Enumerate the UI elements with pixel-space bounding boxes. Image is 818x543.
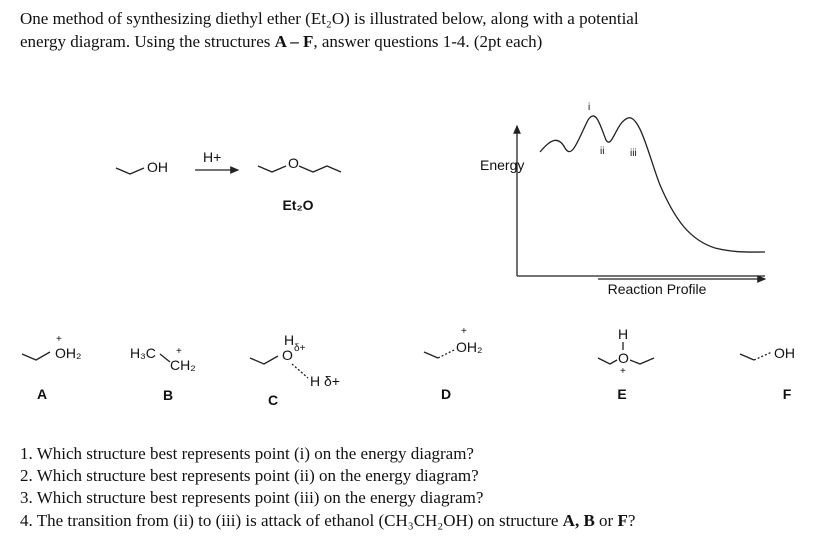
question-text: ? bbox=[628, 511, 636, 530]
charge: + bbox=[176, 346, 182, 357]
point-label: i bbox=[588, 102, 590, 113]
bond bbox=[437, 349, 455, 359]
atom-label: OH₂ bbox=[456, 339, 482, 355]
structure-letter: C bbox=[268, 392, 278, 408]
structure-letter: A bbox=[37, 386, 47, 402]
bond bbox=[291, 363, 309, 379]
intro-line: energy diagram. Using the structures A –… bbox=[20, 32, 542, 51]
atom-label: H δ+ bbox=[310, 373, 340, 389]
intro-text: energy diagram. Using the structures bbox=[20, 32, 275, 51]
atom-label: H bbox=[618, 326, 628, 342]
structure-letter: D bbox=[441, 386, 451, 402]
question: 1. Which structure best represents point… bbox=[20, 444, 474, 463]
atom-label: OH bbox=[147, 159, 168, 175]
question-text: 4. The transition from (ii) to (iii) is … bbox=[20, 511, 563, 530]
energy-curve bbox=[539, 115, 766, 253]
structure-letter: E bbox=[617, 386, 626, 402]
atom-label: H bbox=[284, 332, 294, 348]
question: 3. Which structure best represents point… bbox=[20, 488, 483, 507]
intro-bold: A – F bbox=[275, 32, 314, 51]
structure-letter: B bbox=[163, 387, 173, 403]
atom-label: O bbox=[618, 350, 629, 366]
bond bbox=[159, 353, 171, 363]
bond bbox=[629, 357, 655, 365]
bond bbox=[115, 167, 145, 175]
atom-label: H₃C bbox=[130, 345, 156, 361]
atom-label: OH₂ bbox=[55, 345, 81, 361]
axis-label: Reaction Profile bbox=[608, 281, 707, 297]
bond bbox=[753, 351, 773, 361]
bond bbox=[597, 357, 618, 365]
bond bbox=[257, 165, 287, 173]
atom-label: CH₂ bbox=[170, 357, 196, 373]
bond bbox=[21, 351, 51, 361]
atom-label: O bbox=[288, 155, 299, 171]
bond bbox=[298, 165, 342, 173]
energy-diagram: Energy Reaction Profile i ii iii bbox=[480, 102, 767, 297]
reaction: OH H+ O Et₂O bbox=[115, 149, 342, 213]
charge: + bbox=[620, 366, 626, 377]
bond bbox=[249, 355, 279, 365]
reagent: H+ bbox=[203, 149, 221, 165]
axis-label: Energy bbox=[480, 157, 524, 173]
charge: δ+ bbox=[294, 343, 306, 354]
charge: + bbox=[461, 326, 467, 337]
question: 2. Which structure best represents point… bbox=[20, 466, 479, 485]
question-bold: F bbox=[617, 511, 627, 530]
bond bbox=[739, 353, 755, 361]
atom-label: O bbox=[282, 347, 293, 363]
question-bold: A, B bbox=[563, 511, 595, 530]
structure-letter: F bbox=[783, 386, 792, 402]
point-label: iii bbox=[630, 148, 637, 159]
question: 4. The transition from (ii) to (iii) is … bbox=[20, 511, 635, 530]
product-name: Et₂O bbox=[282, 197, 313, 213]
charge: + bbox=[56, 334, 62, 345]
intro-line: One method of synthesizing diethyl ether… bbox=[20, 9, 639, 28]
atom-label: OH bbox=[774, 345, 795, 361]
intro-text: , answer questions 1-4. (2pt each) bbox=[313, 32, 542, 51]
structures: + OH₂ A H₃C + CH₂ B H δ+ O H δ+ C + OH₂ … bbox=[21, 326, 795, 408]
bond bbox=[423, 351, 439, 359]
point-label: ii bbox=[600, 146, 604, 157]
question-text: or bbox=[595, 511, 618, 530]
